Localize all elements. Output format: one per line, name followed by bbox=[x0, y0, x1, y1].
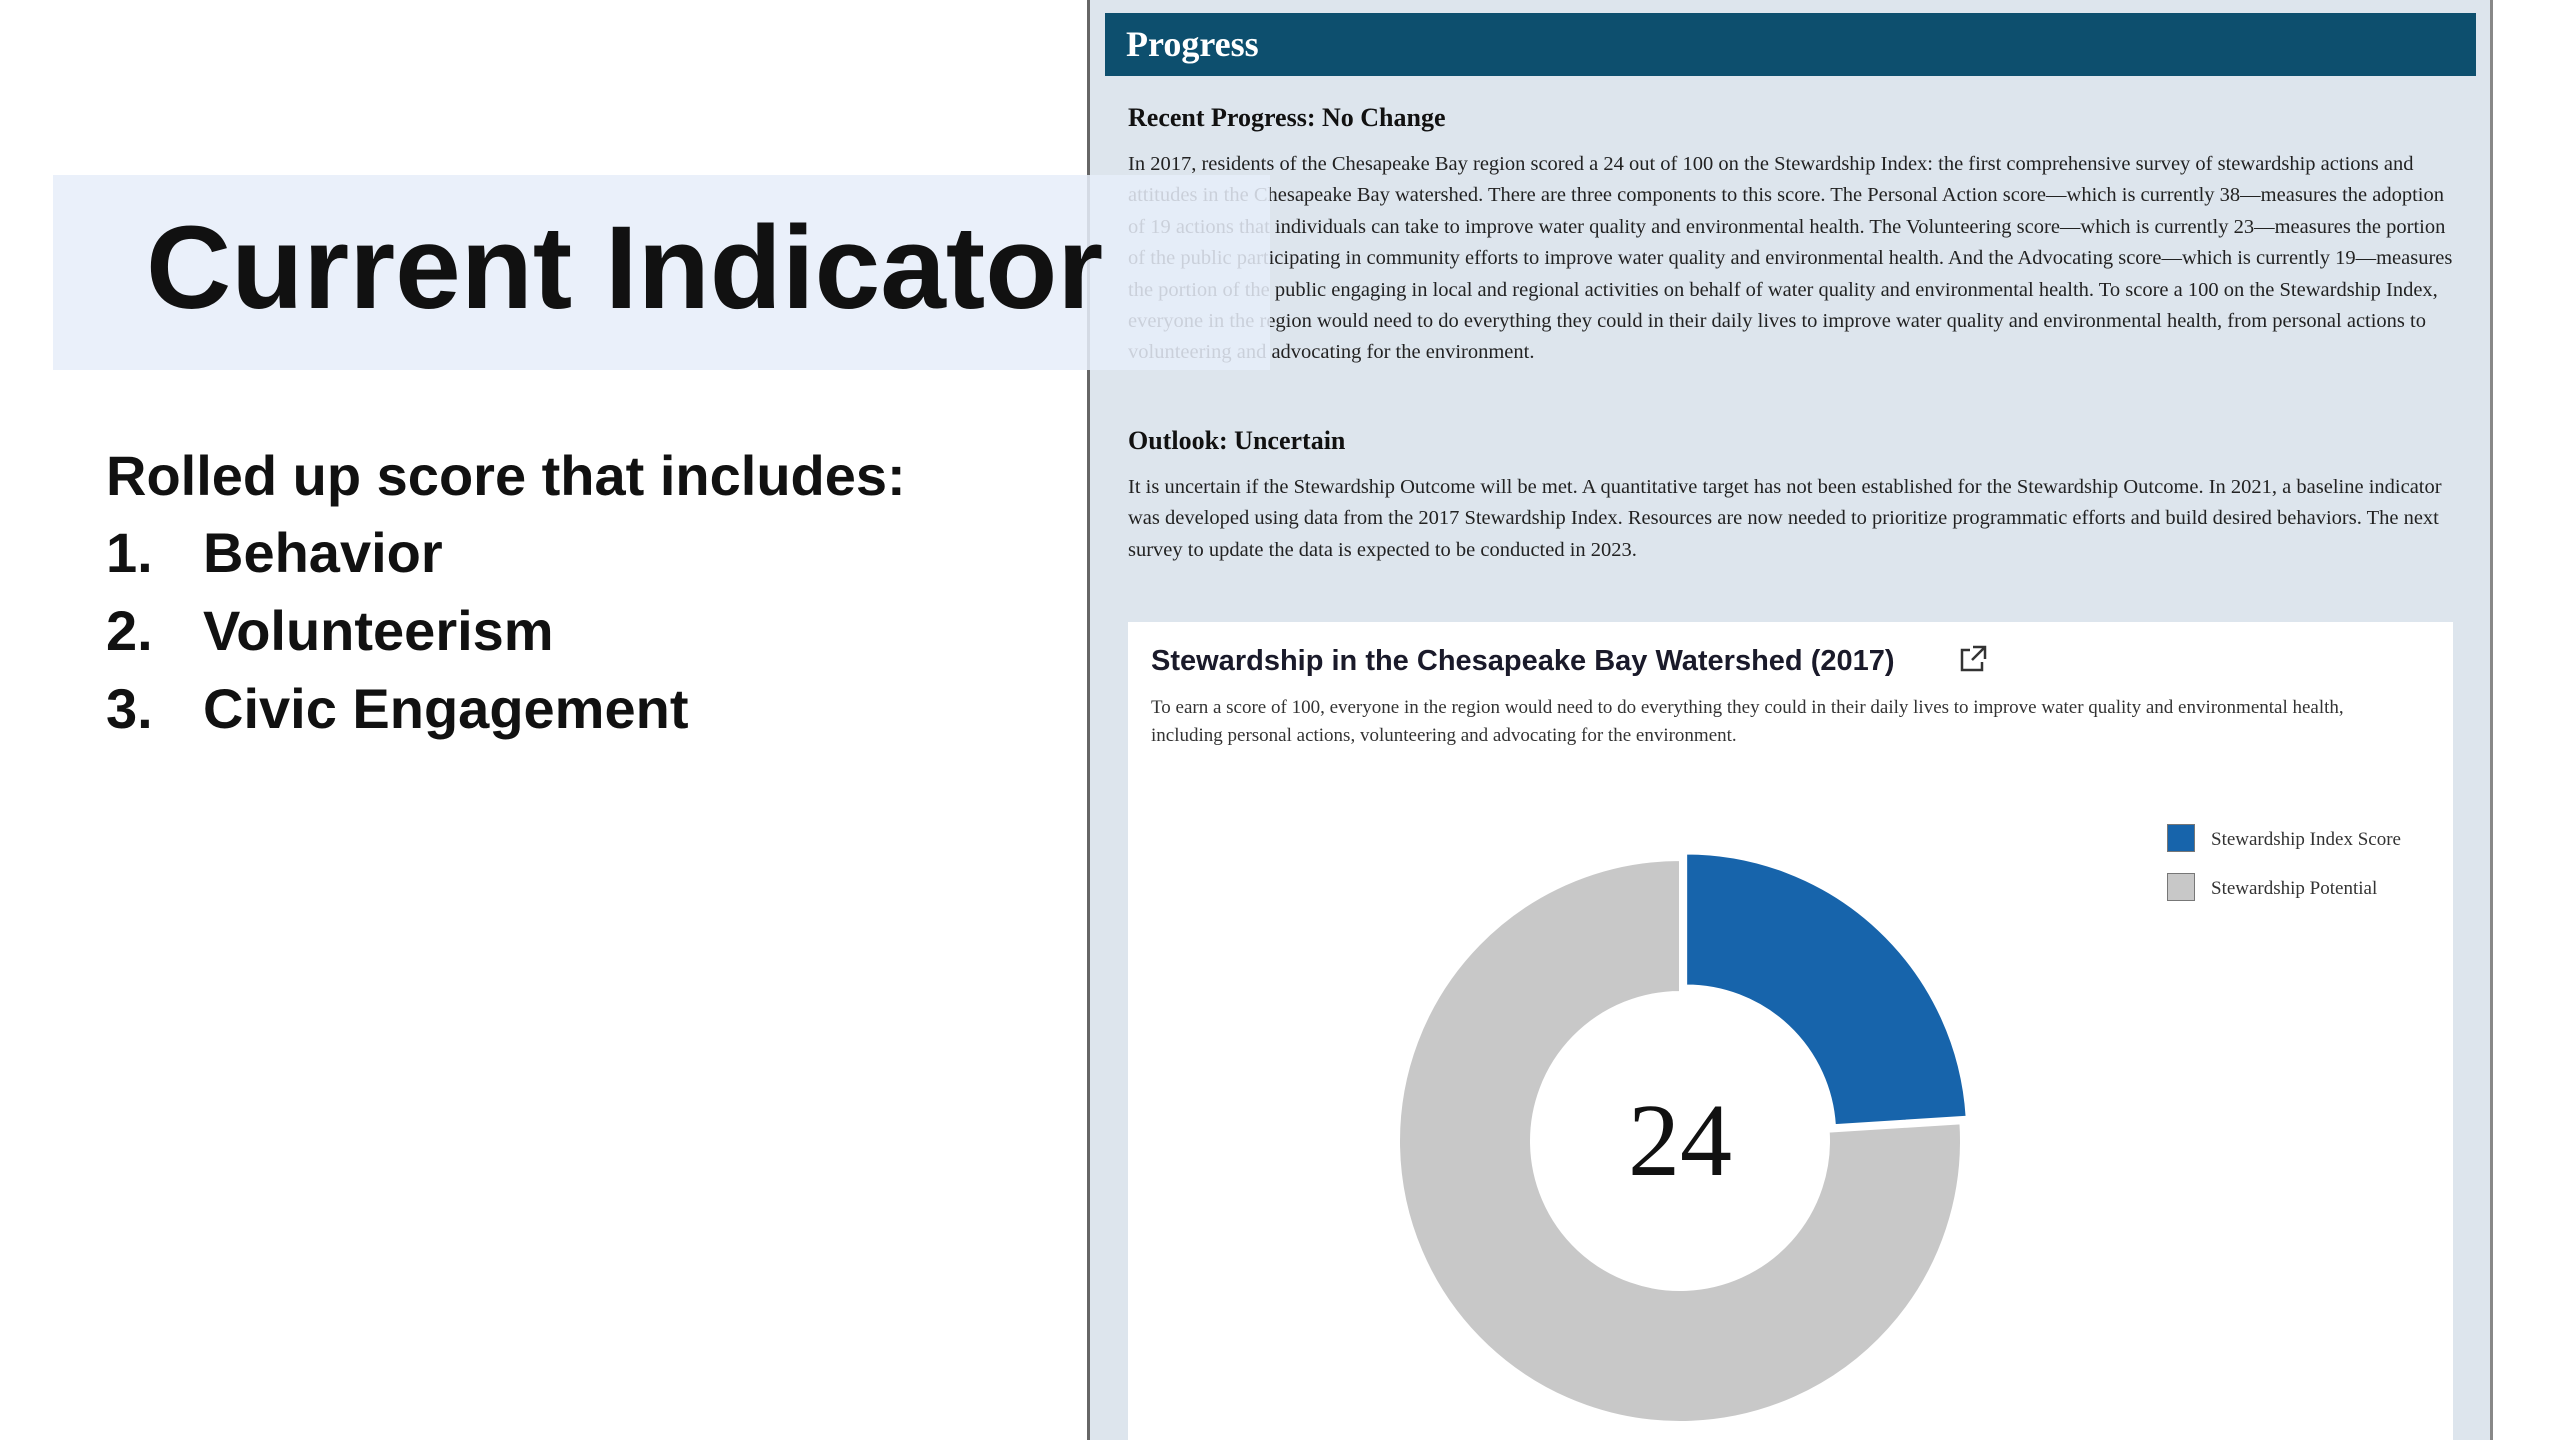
list-number: 2. bbox=[106, 599, 153, 662]
section-text: It is uncertain if the Stewardship Outco… bbox=[1128, 476, 2442, 561]
slide-title: Current Indicator bbox=[146, 202, 1104, 334]
list-intro: Rolled up score that includes: bbox=[106, 444, 906, 507]
list-number: 3. bbox=[106, 677, 153, 740]
list-text: Behavior bbox=[203, 521, 443, 584]
section-heading: Outlook: Uncertain bbox=[1128, 426, 1346, 455]
title-box bbox=[53, 175, 1270, 370]
chart-subtitle: To earn a score of 100, everyone in the … bbox=[1151, 697, 2344, 746]
panel-header: Progress bbox=[1105, 13, 2476, 76]
legend-swatch bbox=[2167, 873, 2195, 901]
external-link-icon[interactable] bbox=[1960, 645, 1987, 672]
donut-segment bbox=[1685, 852, 1968, 1127]
section-heading: Recent Progress: No Change bbox=[1128, 103, 1446, 132]
list-number: 1. bbox=[106, 521, 153, 584]
legend-label: Stewardship Potential bbox=[2211, 878, 2378, 899]
donut-segment bbox=[1398, 858, 1962, 1423]
center-label: 24 bbox=[1628, 1083, 1732, 1198]
legend-entry: Stewardship Potential bbox=[2167, 873, 2427, 904]
chart-title: Stewardship in the Chesapeake Bay Waters… bbox=[1151, 645, 1895, 677]
list-text: Volunteerism bbox=[203, 599, 554, 662]
section-text: In 2017, residents of the Chesapeake Bay… bbox=[1128, 153, 2453, 364]
legend-swatch bbox=[2167, 824, 2195, 852]
legend-entry: Stewardship Index Score bbox=[2167, 824, 2427, 855]
legend-label: Stewardship Index Score bbox=[2211, 829, 2401, 850]
legend: Stewardship Index Score Stewardship Poten… bbox=[2167, 824, 2427, 922]
list-text: Civic Engagement bbox=[203, 677, 689, 740]
